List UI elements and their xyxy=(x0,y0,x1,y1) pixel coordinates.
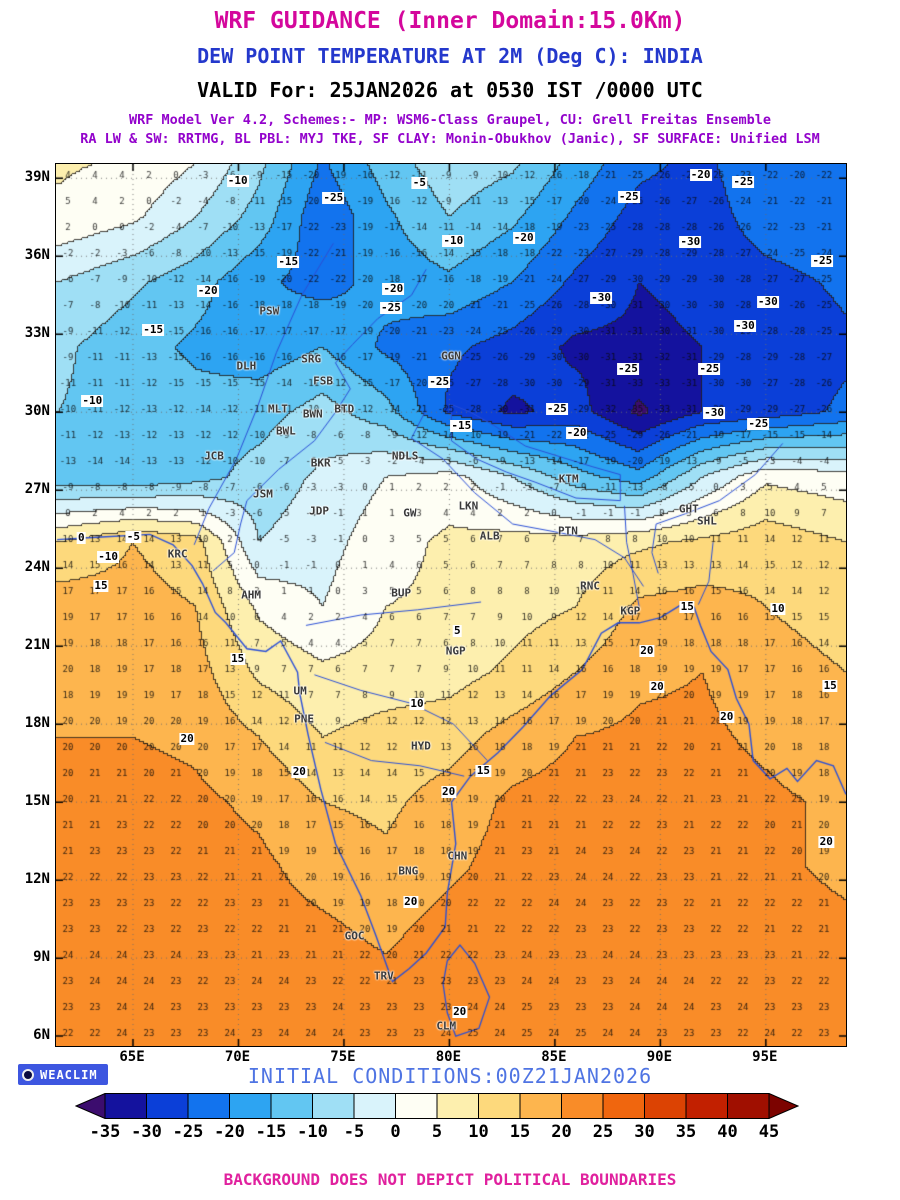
colorbar-svg xyxy=(74,1092,800,1120)
colorbar-tick-label: 10 xyxy=(468,1122,489,1142)
lon-axis-label: 90E xyxy=(646,1049,673,1065)
lon-axis-label: 65E xyxy=(119,1049,145,1065)
lat-axis-label: 18N xyxy=(24,715,50,732)
colorbar-tick-label: -20 xyxy=(214,1122,245,1142)
initial-conditions-text: INITIAL CONDITIONS:00Z21JAN2026 xyxy=(247,1064,653,1088)
valid-time-title: VALID For: 25JAN2026 at 0530 IST /0000 U… xyxy=(197,78,703,102)
weaclim-logo[interactable]: WEACLIM xyxy=(18,1064,108,1085)
colorbar-tick-label: 30 xyxy=(634,1122,655,1142)
colorbar-tick-label: -5 xyxy=(343,1122,365,1142)
field-title: DEW POINT TEMPERATURE AT 2M (Deg C): IND… xyxy=(197,44,703,68)
colorbar xyxy=(74,1092,800,1120)
lat-axis-label: 9N xyxy=(33,949,50,966)
lat-axis-label: 39N xyxy=(24,169,50,186)
disclaimer-text: BACKGROUND DOES NOT DEPICT POLITICAL BOU… xyxy=(223,1170,677,1189)
lat-axis-label: 36N xyxy=(24,247,50,264)
colorbar-tick-label: 45 xyxy=(758,1122,780,1142)
lon-axis-label: 95E xyxy=(752,1049,778,1065)
lat-axis-label: 33N xyxy=(24,325,50,342)
colorbar-tick-label: 35 xyxy=(675,1122,697,1142)
lon-axis-label: 85E xyxy=(541,1049,567,1065)
lat-axis-label: 12N xyxy=(24,871,50,888)
page-title: WRF GUIDANCE (Inner Domain:15.0Km) xyxy=(214,8,686,34)
colorbar-tick-label: 20 xyxy=(551,1122,572,1142)
colorbar-tick-label: -30 xyxy=(131,1122,162,1142)
colorbar-tick-label: -10 xyxy=(297,1122,328,1142)
dewpoint-contour-map xyxy=(56,164,846,1046)
weaclim-label: WEACLIM xyxy=(40,1067,98,1082)
model-scheme-line-1: WRF Model Ver 4.2, Schemes:- MP: WSM6-Cl… xyxy=(128,112,772,128)
colorbar-tick-label: -15 xyxy=(255,1122,287,1142)
lon-axis-label: 80E xyxy=(435,1049,462,1065)
lat-axis-label: 27N xyxy=(24,481,50,498)
colorbar-tick-label: 25 xyxy=(592,1122,614,1142)
lat-axis-label: 6N xyxy=(33,1027,50,1044)
colorbar-tick-label: -35 xyxy=(89,1122,121,1142)
weaclim-ring-icon xyxy=(22,1068,34,1081)
map-frame: PSW SRG GGN DLH FSB MLT BWN BTD BWL JCB BKR NDLS KTM… xyxy=(55,163,847,1047)
model-scheme-line-2: RA LW & SW: RRTMG, BL PBL: MYJ TKE, SF C… xyxy=(80,131,820,147)
lat-axis-label: 24N xyxy=(24,559,50,576)
colorbar-tick-label: 5 xyxy=(431,1122,443,1142)
colorbar-tick-label: -25 xyxy=(172,1122,204,1142)
lon-axis-label: 70E xyxy=(224,1049,251,1065)
lon-axis-label: 75E xyxy=(330,1049,356,1065)
colorbar-tick-label: 40 xyxy=(717,1122,738,1142)
lat-axis-label: 30N xyxy=(24,403,50,420)
lat-axis-label: 21N xyxy=(24,637,50,654)
colorbar-tick-label: 0 xyxy=(390,1122,401,1142)
lat-axis-label: 15N xyxy=(24,793,50,810)
colorbar-tick-label: 15 xyxy=(509,1122,531,1142)
